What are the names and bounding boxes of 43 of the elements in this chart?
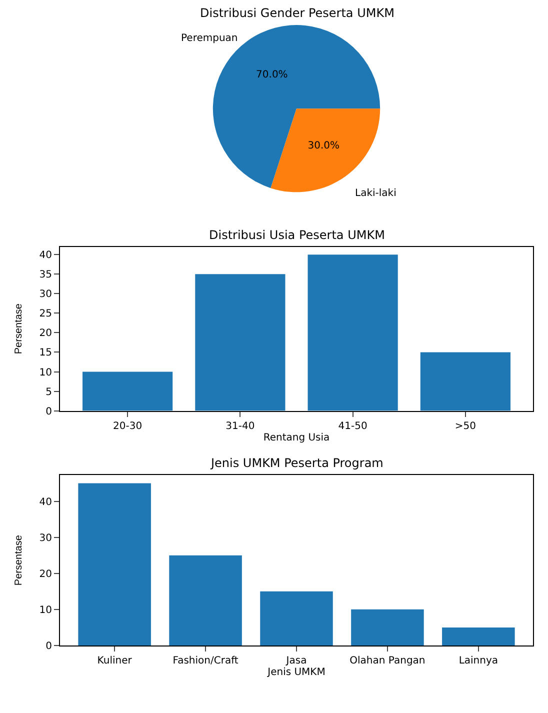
y-tick-label: 0 — [46, 641, 52, 652]
x-tick-label: >50 — [454, 420, 476, 432]
y-tick-label: 35 — [39, 270, 52, 281]
y-tick-label: 0 — [46, 406, 52, 418]
x-tick-label: Olahan Pangan — [350, 655, 426, 666]
chart-title: Jenis UMKM Peserta Program — [210, 456, 384, 470]
y-axis-title: Persentase — [13, 534, 24, 586]
x-tick-label: Fashion/Craft — [172, 655, 238, 666]
y-tick-label: 15 — [39, 348, 52, 359]
x-tick-label: 31-40 — [226, 420, 255, 432]
bar — [78, 483, 151, 646]
bar — [195, 274, 286, 411]
y-tick-label: 10 — [39, 604, 52, 616]
x-tick-label: Jasa — [285, 655, 307, 666]
x-tick-label: Lainnya — [458, 655, 498, 666]
bar — [442, 627, 515, 646]
bar — [82, 372, 173, 411]
chart-title: Distribusi Usia Peserta UMKM — [209, 228, 385, 242]
bar — [260, 591, 333, 646]
x-tick-label: 41-50 — [338, 420, 368, 432]
y-tick-label: 40 — [39, 496, 52, 508]
bar — [308, 254, 398, 411]
slice-label: Laki-laki — [355, 188, 396, 199]
bar — [351, 609, 424, 646]
x-tick-label: Kuliner — [97, 655, 133, 666]
chart-title: Distribusi Gender Peserta UMKM — [200, 6, 394, 20]
bar — [169, 555, 242, 646]
y-tick-label: 10 — [39, 367, 52, 378]
y-tick-label: 25 — [39, 308, 52, 320]
x-axis-title: Jenis UMKM — [266, 666, 326, 678]
y-tick-label: 5 — [46, 386, 52, 398]
data-label: 30.0% — [308, 140, 340, 152]
slice-label: Perempuan — [181, 33, 238, 44]
y-tick-label: 20 — [39, 328, 52, 340]
bar — [420, 352, 510, 411]
y-tick-label: 20 — [39, 568, 52, 580]
y-tick-label: 30 — [39, 532, 52, 544]
x-tick-label: 20-30 — [113, 420, 142, 432]
x-axis-title: Rentang Usia — [263, 432, 330, 444]
y-tick-label: 40 — [39, 250, 52, 262]
data-label: 70.0% — [256, 69, 288, 80]
y-axis-title: Persentase — [13, 303, 24, 354]
y-tick-label: 30 — [39, 289, 52, 300]
